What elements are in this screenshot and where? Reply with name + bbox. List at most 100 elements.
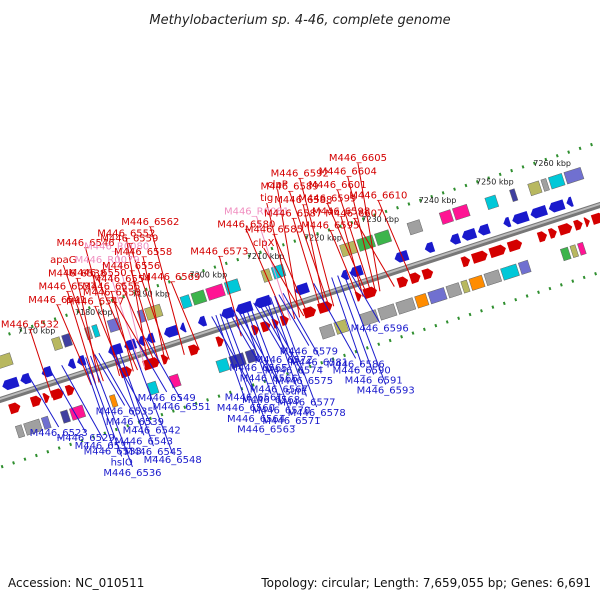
gene-box: [333, 319, 350, 335]
top-label-leader: [116, 251, 146, 368]
bottom-gene-label: M446_6578: [288, 408, 346, 419]
bottom-gene-label: M446_6571: [262, 416, 320, 427]
gene-feature-3: [190, 289, 208, 306]
bottom-label-leader: [145, 337, 183, 402]
gene-box: [91, 324, 101, 338]
top-label-leader: [289, 191, 330, 308]
top-label-leader: [62, 264, 104, 382]
gene-box: [377, 303, 398, 321]
top-label-leader: [110, 291, 134, 372]
bottom-gene-label: M446_6590: [333, 365, 391, 376]
gene-feature-2: [235, 300, 254, 315]
gene-box: [563, 166, 585, 185]
top-label-leader: [299, 178, 335, 307]
gene-arrow: [530, 205, 548, 219]
gene-arrow: [460, 256, 471, 268]
top-label-leader: [256, 216, 292, 321]
top-gene-label: tig: [260, 193, 273, 204]
bottom-label-leader: [261, 299, 305, 376]
bottom-label-leader: [98, 352, 136, 417]
top-label-leader: [302, 204, 326, 310]
gene-box: [223, 278, 242, 295]
gene-box: [438, 209, 454, 225]
top-gene-label: M446_6573: [190, 246, 248, 257]
top-gene-label: M446_6592: [271, 168, 329, 179]
gene-box: [319, 323, 336, 340]
bottom-label-leader: [94, 354, 126, 406]
gene-box: [59, 409, 71, 424]
gene-feature-0: [29, 395, 42, 408]
gene-box: [40, 415, 52, 430]
bottom-gene-label: M446_6535: [96, 407, 154, 418]
bottom-gene-label: M446_6545: [124, 447, 182, 458]
gene-feature-3: [91, 324, 101, 338]
gene-feature-1: [168, 373, 182, 389]
gene-feature-1: [333, 319, 350, 335]
gene-box: [374, 229, 393, 246]
top-label-leader: [377, 200, 413, 281]
gene-box: [244, 348, 258, 364]
gene-box: [509, 188, 519, 202]
top-label-leader: [326, 203, 368, 296]
top-gene-label: M446_6589: [260, 182, 318, 193]
gene-feature-1: [23, 418, 43, 436]
top-label-leader: [263, 247, 305, 317]
gene-feature-0: [506, 239, 523, 253]
kbp-tick-label: 7200 kbp: [190, 271, 228, 280]
bottom-gene-label: M446_6579: [280, 347, 338, 358]
top-gene-labels: M446_6532 M446_6541 M446_6537 M446_6538 apaG…: [1, 153, 407, 330]
gene-arrow: [470, 250, 488, 264]
gene-arrow: [421, 268, 434, 280]
top-gene-label: M446_R0080: [84, 242, 149, 253]
gene-feature-3: [438, 209, 454, 225]
gene-feature-3: [223, 278, 242, 295]
bottom-label-leader: [343, 273, 387, 385]
kbp-tick-label: 7180 kbp: [75, 308, 113, 317]
gene-box: [484, 194, 500, 210]
top-gene-label: M446_6547: [66, 297, 124, 308]
gene-arrow: [583, 217, 590, 228]
gene-feature-0: [590, 212, 600, 225]
top-gene-label: apaG: [50, 255, 76, 266]
gene-feature-2: [450, 233, 462, 245]
gene-feature-2: [503, 216, 512, 228]
top-label-leader: [329, 230, 359, 299]
gene-feature-2: [530, 205, 548, 219]
gene-feature-2: [20, 372, 32, 385]
gene-feature-3: [563, 166, 585, 185]
gene-feature-0: [362, 286, 377, 300]
gene-box: [14, 424, 26, 439]
top-label-leader: [292, 218, 322, 311]
gene-arrow: [362, 286, 377, 300]
top-gene-label: M446_6569: [142, 272, 200, 283]
kbp-tick-label: 7250 kbp: [476, 178, 514, 187]
bottom-label-leader: [117, 346, 154, 447]
top-label-leader: [357, 163, 381, 292]
gene-feature-0: [142, 357, 160, 371]
bottom-label-leader: [244, 305, 282, 405]
top-gene-label: M446_6538: [48, 269, 106, 280]
gene-arrow: [424, 241, 436, 253]
top-gene-label: M446_6585: [245, 225, 303, 236]
top-gene-label: M446_6554: [92, 274, 150, 285]
top-gene-label: M446_6541: [28, 295, 86, 306]
gene-arrow: [340, 269, 350, 281]
gene-box: [0, 352, 14, 370]
gene-feature-0: [421, 268, 434, 280]
gene-feature-1: [460, 279, 471, 294]
bottom-gene-labels: M446_6523M446_6529M446_6531M446_6533hslO…: [30, 324, 415, 479]
gene-arrow: [566, 196, 574, 207]
top-gene-label: clpX: [253, 238, 275, 249]
gene-arrow: [316, 301, 333, 314]
gene-box: [460, 279, 471, 294]
gene-feature-1: [395, 297, 417, 315]
gene-box: [108, 394, 119, 408]
genome-backbone: [0, 201, 600, 404]
gene-feature-3: [406, 219, 424, 236]
bottom-label-leader: [236, 308, 280, 384]
bottom-gene-label: hslO: [111, 457, 133, 468]
gene-feature-0: [396, 276, 409, 289]
gene-arrow: [512, 210, 530, 225]
gene-feature-0: [64, 384, 75, 396]
gene-feature-0: [118, 366, 132, 379]
